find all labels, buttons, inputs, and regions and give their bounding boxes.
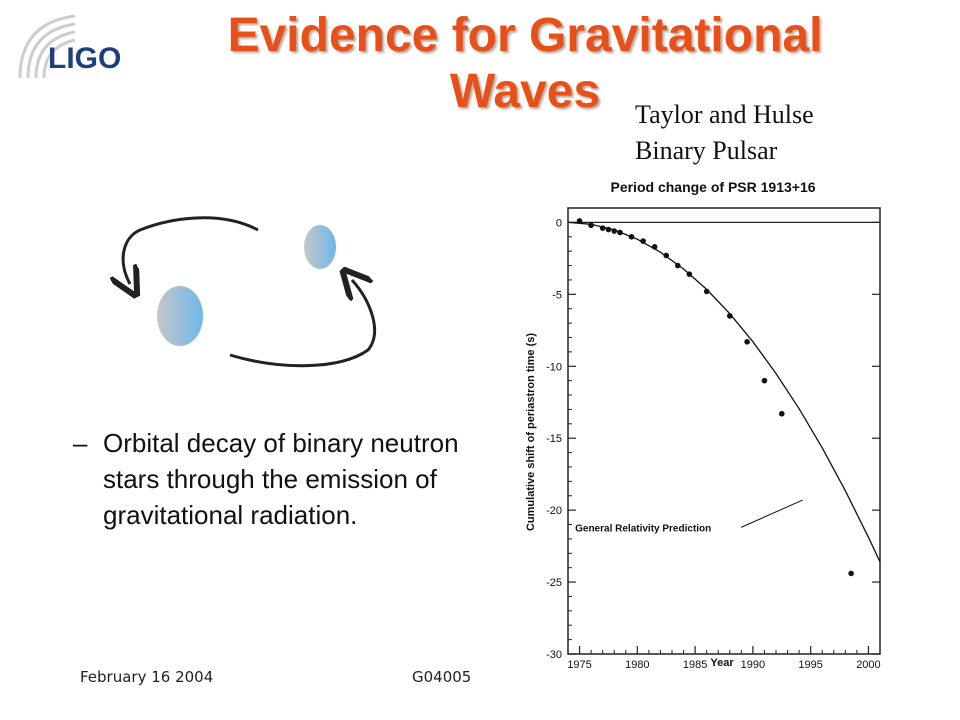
curve-label-leader [740, 499, 803, 528]
data-point [599, 225, 606, 231]
slide-title: Evidence for Gravitational Waves [175, 8, 875, 120]
data-point [651, 244, 658, 250]
chart-svg: Period change of PSR 1913+16 Cumulative … [525, 179, 881, 671]
data-point [848, 570, 854, 577]
orbit-arrow-upper [123, 216, 259, 284]
x-tick-label: 1990 [741, 659, 765, 670]
x-tick-label: 1975 [567, 659, 591, 670]
data-point [686, 271, 693, 277]
data-point [761, 377, 768, 384]
data-point [588, 222, 594, 229]
large-neutron-star [157, 286, 203, 346]
x-tick-label: 1985 [683, 659, 707, 670]
x-tick-label: 2000 [856, 659, 880, 670]
footer-document-id: G04005 [412, 668, 472, 686]
data-point [605, 226, 612, 233]
caption-line-1: Taylor and Hulse [635, 100, 814, 129]
data-point [617, 229, 623, 236]
ligo-logo-graphic: LIGO [18, 14, 121, 79]
data-point [726, 313, 733, 319]
chart-title: Period change of PSR 1913+16 [610, 179, 815, 195]
data-point [640, 238, 646, 244]
y-tick-label: -5 [552, 289, 562, 301]
y-tick-label: -15 [546, 433, 562, 445]
title-line-2: Waves [449, 65, 601, 118]
bullet-text: Orbital decay of binary neutron stars th… [103, 428, 459, 530]
data-point [744, 339, 750, 345]
x-axis-label: Year [710, 657, 734, 669]
y-axis-label: Cumulative shift of periastron time (s) [525, 333, 537, 531]
orbit-arrow-lower [229, 280, 377, 368]
figure-caption: Taylor and Hulse Binary Pulsar [635, 97, 935, 169]
y-tick-label: -10 [546, 361, 562, 373]
title-line-1: Evidence for Gravitational [227, 9, 823, 62]
x-tick-label: 1980 [625, 659, 649, 670]
y-tick-label: 0 [556, 217, 562, 229]
plot-frame [567, 207, 881, 655]
y-tick-label: -20 [546, 505, 562, 517]
gr-prediction-curve [567, 221, 881, 563]
data-point [703, 288, 710, 295]
binary-orbit-diagram [100, 200, 400, 400]
data-point [674, 262, 681, 269]
data-point [628, 233, 635, 240]
data-point [663, 252, 670, 259]
caption-line-2: Binary Pulsar [635, 136, 778, 165]
logo-text: LIGO [48, 42, 121, 75]
data-point [778, 410, 785, 417]
ligo-logo: LIGO [10, 8, 140, 90]
data-point [611, 228, 618, 234]
curve-label: General Relativity Prediction [575, 523, 711, 534]
data-point [576, 218, 583, 224]
y-tick-label: -30 [546, 649, 562, 661]
y-tick-label: -25 [546, 577, 562, 589]
footer-date: February 16 2004 [80, 668, 214, 686]
bullet-dash: – [73, 428, 88, 458]
x-tick-label: 1995 [798, 659, 822, 670]
small-neutron-star [304, 225, 336, 269]
period-change-chart: Period change of PSR 1913+16 Cumulative … [508, 170, 900, 671]
